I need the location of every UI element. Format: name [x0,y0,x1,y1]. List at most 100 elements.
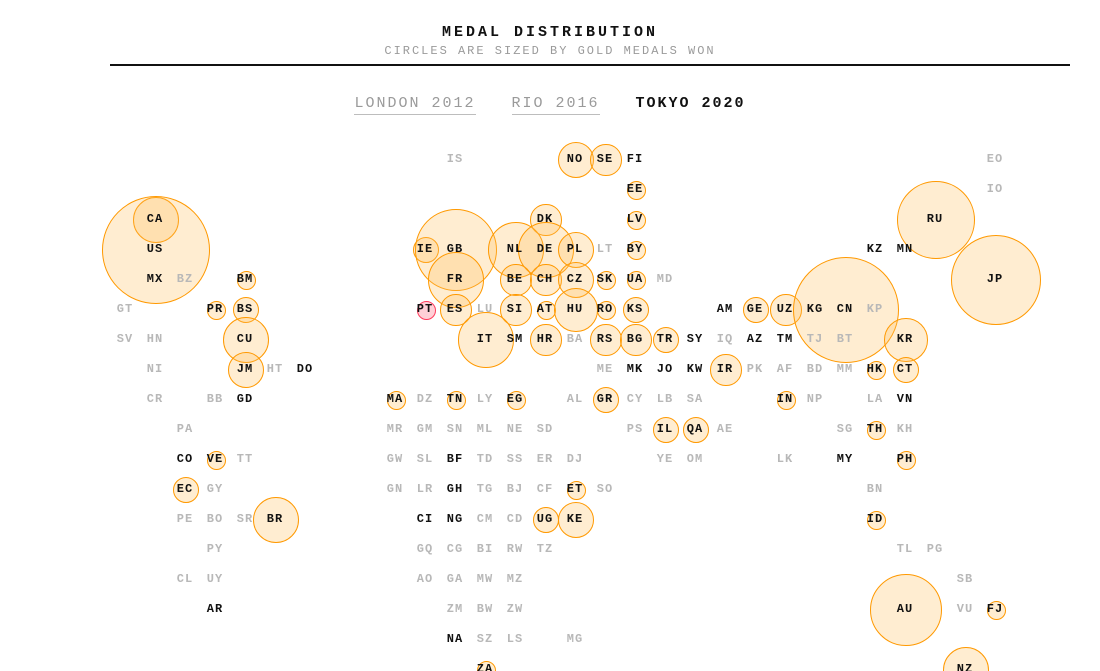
country-nz[interactable]: NZ [950,659,980,671]
country-sz[interactable]: SZ [470,629,500,649]
country-gd[interactable]: GD [230,389,260,409]
country-kp[interactable]: KP [860,299,890,319]
country-my[interactable]: MY [830,449,860,469]
country-uy[interactable]: UY [200,569,230,589]
country-me[interactable]: ME [590,359,620,379]
country-it[interactable]: IT [470,329,500,349]
country-hk[interactable]: HK [860,359,890,379]
country-tr[interactable]: TR [650,329,680,349]
country-ci[interactable]: CI [410,509,440,529]
country-cg[interactable]: CG [440,539,470,559]
country-bf[interactable]: BF [440,449,470,469]
country-do[interactable]: DO [290,359,320,379]
country-lr[interactable]: LR [410,479,440,499]
country-sy[interactable]: SY [680,329,710,349]
country-jp[interactable]: JP [980,269,1010,289]
country-am[interactable]: AM [710,299,740,319]
country-sn[interactable]: SN [440,419,470,439]
country-bo[interactable]: BO [200,509,230,529]
country-na[interactable]: NA [440,629,470,649]
country-kh[interactable]: KH [890,419,920,439]
country-ec[interactable]: EC [170,479,200,499]
country-ao[interactable]: AO [410,569,440,589]
country-bm[interactable]: BM [230,269,260,289]
country-cf[interactable]: CF [530,479,560,499]
country-hr[interactable]: HR [530,329,560,349]
country-sb[interactable]: SB [950,569,980,589]
country-kg[interactable]: KG [800,299,830,319]
country-eo[interactable]: EO [980,149,1010,169]
country-mx[interactable]: MX [140,269,170,289]
country-sm[interactable]: SM [500,329,530,349]
country-qa[interactable]: QA [680,419,710,439]
country-br[interactable]: BR [260,509,290,529]
country-ml[interactable]: ML [470,419,500,439]
country-af[interactable]: AF [770,359,800,379]
country-tt[interactable]: TT [230,449,260,469]
country-ga[interactable]: GA [440,569,470,589]
country-th[interactable]: TH [860,419,890,439]
country-at[interactable]: AT [530,299,560,319]
country-ru[interactable]: RU [920,209,950,229]
country-bs[interactable]: BS [230,299,260,319]
country-bz[interactable]: BZ [170,269,200,289]
country-eg[interactable]: EG [500,389,530,409]
country-bw[interactable]: BW [470,599,500,619]
country-dz[interactable]: DZ [410,389,440,409]
country-gm[interactable]: GM [410,419,440,439]
country-ps[interactable]: PS [620,419,650,439]
country-dk[interactable]: DK [530,209,560,229]
country-si[interactable]: SI [500,299,530,319]
country-gw[interactable]: GW [380,449,410,469]
country-md[interactable]: MD [650,269,680,289]
country-sk[interactable]: SK [590,269,620,289]
country-za[interactable]: ZA [470,659,500,671]
country-lb[interactable]: LB [650,389,680,409]
country-be[interactable]: BE [500,269,530,289]
country-ht[interactable]: HT [260,359,290,379]
country-sr[interactable]: SR [230,509,260,529]
country-mr[interactable]: MR [380,419,410,439]
country-rw[interactable]: RW [500,539,530,559]
country-bi[interactable]: BI [470,539,500,559]
country-om[interactable]: OM [680,449,710,469]
country-cm[interactable]: CM [470,509,500,529]
country-sd[interactable]: SD [530,419,560,439]
country-iq[interactable]: IQ [710,329,740,349]
country-cr[interactable]: CR [140,389,170,409]
country-bt[interactable]: BT [830,329,860,349]
country-by[interactable]: BY [620,239,650,259]
country-al[interactable]: AL [560,389,590,409]
country-tn[interactable]: TN [440,389,470,409]
country-lv[interactable]: LV [620,209,650,229]
country-fr[interactable]: FR [440,269,470,289]
country-vn[interactable]: VN [890,389,920,409]
country-ma[interactable]: MA [380,389,410,409]
country-cd[interactable]: CD [500,509,530,529]
country-us[interactable]: US [140,239,170,259]
country-ee[interactable]: EE [620,179,650,199]
country-mw[interactable]: MW [470,569,500,589]
country-zw[interactable]: ZW [500,599,530,619]
country-pg[interactable]: PG [920,539,950,559]
country-et[interactable]: ET [560,479,590,499]
country-id[interactable]: ID [860,509,890,529]
country-ba[interactable]: BA [560,329,590,349]
country-dj[interactable]: DJ [560,449,590,469]
country-fi[interactable]: FI [620,149,650,169]
country-sv[interactable]: SV [110,329,140,349]
country-cn[interactable]: CN [830,299,860,319]
country-tm[interactable]: TM [770,329,800,349]
country-lk[interactable]: LK [770,449,800,469]
country-bn[interactable]: BN [860,479,890,499]
country-ve[interactable]: VE [200,449,230,469]
country-gh[interactable]: GH [440,479,470,499]
country-ae[interactable]: AE [710,419,740,439]
country-se[interactable]: SE [590,149,620,169]
country-hn[interactable]: HN [140,329,170,349]
country-tl[interactable]: TL [890,539,920,559]
country-lu[interactable]: LU [470,299,500,319]
country-nl[interactable]: NL [500,239,530,259]
country-ni[interactable]: NI [140,359,170,379]
country-ug[interactable]: UG [530,509,560,529]
